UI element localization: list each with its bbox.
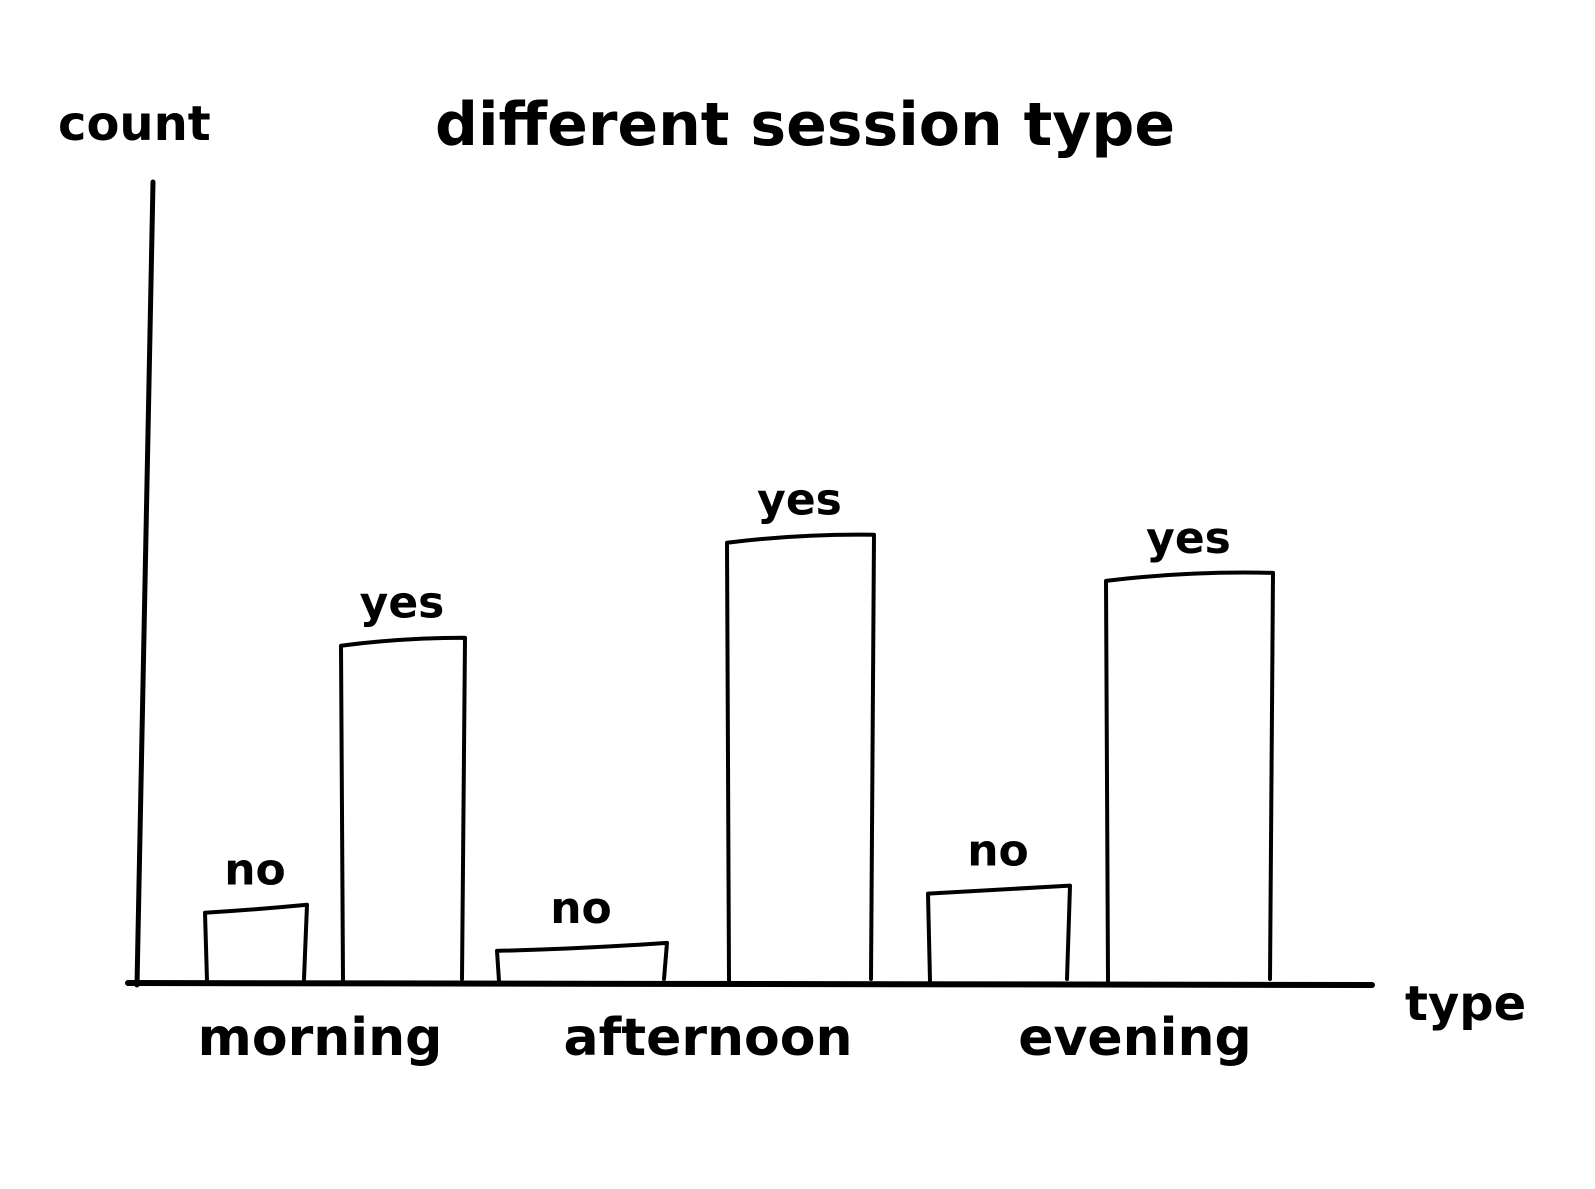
- y-axis-line: [134, 179, 156, 988]
- labels-group: no yes morning no yes afternoon no yes evening: [198, 475, 1252, 1068]
- category-label-afternoon: afternoon: [564, 1008, 853, 1068]
- y-axis-label: count: [58, 96, 211, 152]
- bar-label-evening-no: no: [967, 826, 1029, 877]
- bar-label-morning-yes: yes: [360, 578, 445, 629]
- bar-morning-yes: [339, 635, 467, 983]
- bar-label-evening-yes: yes: [1146, 513, 1231, 564]
- bar-label-morning-no: no: [224, 845, 286, 896]
- x-axis-label: type: [1405, 976, 1526, 1032]
- x-axis-line: [125, 980, 1375, 988]
- category-label-morning: morning: [198, 1008, 443, 1068]
- bar-evening-no: [926, 883, 1072, 983]
- bar-label-afternoon-no: no: [550, 883, 612, 934]
- category-label-evening: evening: [1018, 1008, 1252, 1068]
- bar-afternoon-yes: [725, 532, 876, 983]
- bars-group: [203, 532, 1275, 983]
- bar-label-afternoon-yes: yes: [757, 475, 842, 526]
- chart-title: different session type: [435, 90, 1175, 160]
- bar-morning-no: [203, 902, 309, 983]
- bar-evening-yes: [1104, 570, 1275, 983]
- bar-afternoon-no: [495, 940, 669, 983]
